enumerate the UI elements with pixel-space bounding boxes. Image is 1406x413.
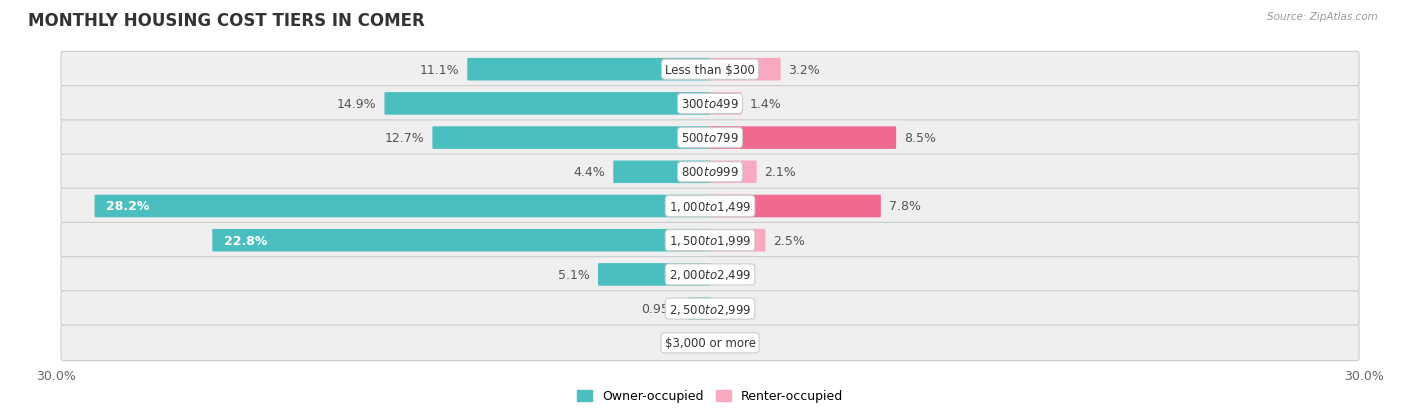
- Text: MONTHLY HOUSING COST TIERS IN COMER: MONTHLY HOUSING COST TIERS IN COMER: [28, 12, 425, 30]
- FancyBboxPatch shape: [94, 195, 711, 218]
- Text: 0.0%: 0.0%: [721, 337, 754, 349]
- FancyBboxPatch shape: [433, 127, 711, 150]
- Text: 22.8%: 22.8%: [224, 234, 267, 247]
- Text: Source: ZipAtlas.com: Source: ZipAtlas.com: [1267, 12, 1378, 22]
- FancyBboxPatch shape: [709, 229, 765, 252]
- FancyBboxPatch shape: [709, 93, 741, 115]
- Text: 14.9%: 14.9%: [337, 97, 377, 111]
- FancyBboxPatch shape: [709, 59, 780, 81]
- FancyBboxPatch shape: [60, 257, 1360, 292]
- Text: $800 to $999: $800 to $999: [681, 166, 740, 179]
- Text: $2,500 to $2,999: $2,500 to $2,999: [669, 302, 751, 316]
- Text: 2.5%: 2.5%: [773, 234, 806, 247]
- FancyBboxPatch shape: [60, 154, 1360, 190]
- Text: 0.0%: 0.0%: [666, 337, 699, 349]
- Text: $300 to $499: $300 to $499: [681, 97, 740, 111]
- FancyBboxPatch shape: [709, 161, 756, 184]
- FancyBboxPatch shape: [467, 59, 711, 81]
- FancyBboxPatch shape: [613, 161, 711, 184]
- Text: Less than $300: Less than $300: [665, 64, 755, 76]
- Text: $3,000 or more: $3,000 or more: [665, 337, 755, 349]
- Text: $500 to $799: $500 to $799: [681, 132, 740, 145]
- Text: 0.95%: 0.95%: [641, 302, 681, 316]
- Text: 1.4%: 1.4%: [749, 97, 780, 111]
- FancyBboxPatch shape: [60, 86, 1360, 122]
- FancyBboxPatch shape: [709, 127, 896, 150]
- Text: 7.8%: 7.8%: [889, 200, 921, 213]
- Text: 8.5%: 8.5%: [904, 132, 936, 145]
- Text: 0.0%: 0.0%: [721, 302, 754, 316]
- Text: 3.2%: 3.2%: [789, 64, 820, 76]
- Text: $1,500 to $1,999: $1,500 to $1,999: [669, 234, 751, 248]
- Legend: Owner-occupied, Renter-occupied: Owner-occupied, Renter-occupied: [572, 385, 848, 408]
- Text: 11.1%: 11.1%: [420, 64, 460, 76]
- FancyBboxPatch shape: [60, 52, 1360, 88]
- Text: 2.1%: 2.1%: [765, 166, 796, 179]
- FancyBboxPatch shape: [60, 291, 1360, 327]
- Text: 28.2%: 28.2%: [107, 200, 149, 213]
- FancyBboxPatch shape: [60, 325, 1360, 361]
- FancyBboxPatch shape: [709, 195, 882, 218]
- Text: 0.0%: 0.0%: [721, 268, 754, 281]
- FancyBboxPatch shape: [212, 229, 711, 252]
- FancyBboxPatch shape: [384, 93, 711, 115]
- Text: 4.4%: 4.4%: [574, 166, 606, 179]
- FancyBboxPatch shape: [60, 121, 1360, 156]
- Text: $2,000 to $2,499: $2,000 to $2,499: [669, 268, 751, 282]
- FancyBboxPatch shape: [60, 223, 1360, 259]
- Text: $1,000 to $1,499: $1,000 to $1,499: [669, 199, 751, 214]
- Text: 5.1%: 5.1%: [558, 268, 591, 281]
- FancyBboxPatch shape: [689, 298, 711, 320]
- FancyBboxPatch shape: [598, 263, 711, 286]
- Text: 12.7%: 12.7%: [385, 132, 425, 145]
- FancyBboxPatch shape: [60, 189, 1360, 224]
